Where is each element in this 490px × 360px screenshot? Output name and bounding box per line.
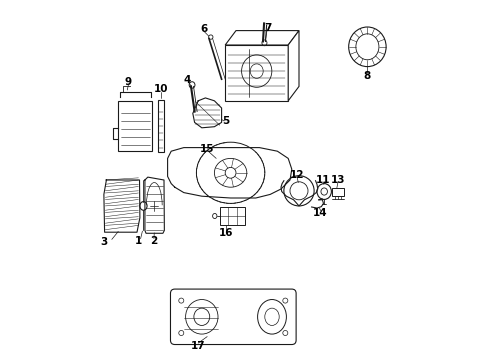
Text: 4: 4 xyxy=(184,75,191,85)
Text: 16: 16 xyxy=(219,228,234,238)
Text: 6: 6 xyxy=(200,24,207,34)
Text: 12: 12 xyxy=(290,170,304,180)
Text: 1: 1 xyxy=(135,236,143,246)
Text: 8: 8 xyxy=(364,71,371,81)
Text: 15: 15 xyxy=(200,144,215,154)
Polygon shape xyxy=(225,31,299,45)
Text: 10: 10 xyxy=(154,84,169,94)
Text: 5: 5 xyxy=(222,116,230,126)
Text: 7: 7 xyxy=(264,23,271,33)
Text: 9: 9 xyxy=(125,77,132,87)
Text: 14: 14 xyxy=(313,208,328,218)
Text: 2: 2 xyxy=(150,236,158,246)
Text: 17: 17 xyxy=(191,341,205,351)
Text: 11: 11 xyxy=(316,175,331,185)
FancyBboxPatch shape xyxy=(171,289,296,345)
Text: 3: 3 xyxy=(100,237,107,247)
Bar xyxy=(220,207,245,225)
Bar xyxy=(225,45,288,101)
Bar xyxy=(158,100,164,152)
Bar xyxy=(332,188,343,196)
Text: 13: 13 xyxy=(331,175,345,185)
Bar xyxy=(118,101,152,151)
Polygon shape xyxy=(288,31,299,101)
